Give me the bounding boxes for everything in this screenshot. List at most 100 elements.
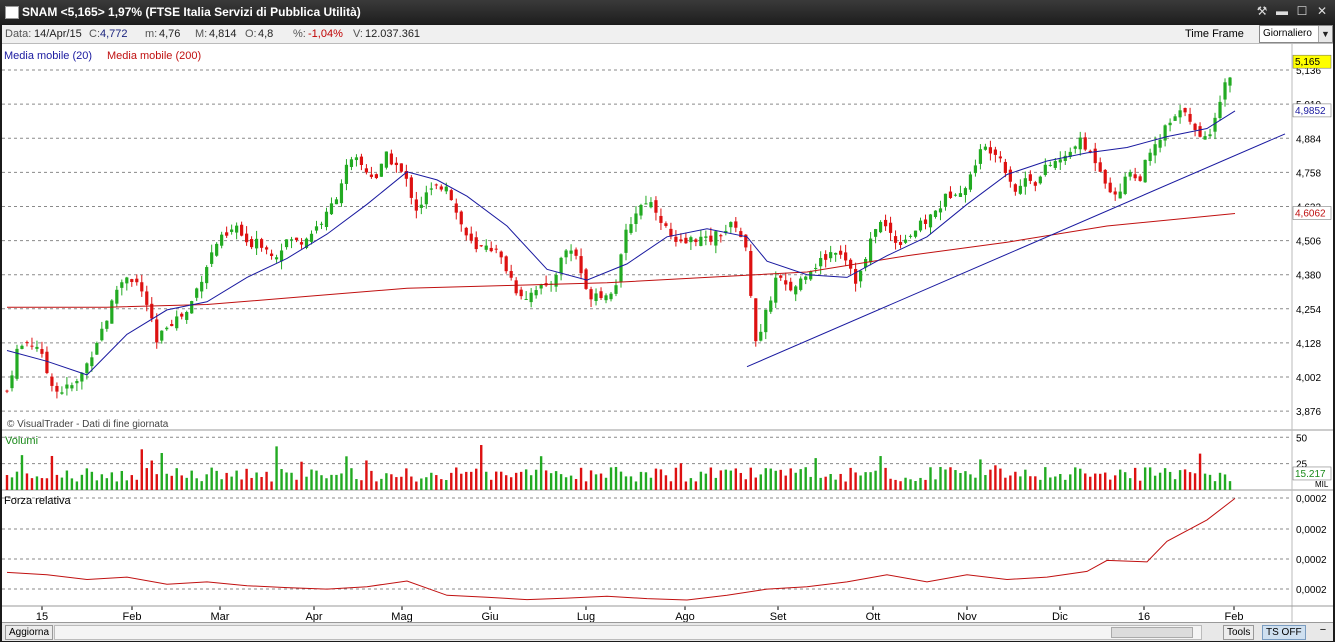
chart-area[interactable]: 5,1365,0104,8844,7584,6324,5064,3804,254… [2, 44, 1333, 623]
volume-bar [85, 468, 89, 490]
rs-tick-label: 0,0002 [1296, 494, 1327, 505]
candle-body [434, 184, 438, 186]
timeframe-select[interactable]: Giornaliero ▼ [1259, 25, 1333, 43]
candle-body [1208, 134, 1212, 137]
candle-body [1203, 136, 1207, 140]
x-tick-label: Ago [675, 611, 695, 622]
volume-bar [155, 474, 158, 490]
refresh-button[interactable]: Aggiorna [5, 625, 54, 640]
candle-body [734, 221, 738, 228]
candle-body [574, 249, 578, 256]
candle-body [619, 254, 623, 282]
volume-tick-label: 25 [1296, 460, 1308, 471]
candle-body [839, 250, 843, 255]
candle-body [1048, 164, 1052, 166]
ts-toggle-button[interactable]: TS OFF [1262, 625, 1306, 640]
volume-bar [539, 456, 543, 490]
volume-bar [774, 470, 777, 490]
price-tick-label: 3,876 [1296, 407, 1321, 418]
quote-info-bar: Data: 14/Apr/15 C: 4,772 m: 4,76 M: 4,81… [2, 25, 1333, 44]
candle-body [709, 235, 713, 242]
price-tick-label: 5,136 [1296, 66, 1321, 77]
volume-bar [280, 469, 283, 490]
volume-bar [120, 470, 124, 490]
price-tick-label: 4,884 [1296, 134, 1321, 145]
candle-body [699, 236, 703, 246]
close-icon[interactable]: ✕ [1316, 4, 1328, 18]
candle-body [564, 250, 568, 258]
candle-body [65, 384, 69, 389]
candle-body [15, 348, 19, 379]
volume-bar [619, 471, 623, 490]
candle-body [5, 390, 9, 392]
candle-body [60, 392, 64, 394]
volume-bar [185, 477, 188, 490]
volume-bar [754, 477, 757, 490]
volume-bar [385, 473, 388, 490]
volume-bar [574, 479, 578, 490]
volume-bar [140, 449, 143, 490]
volume-bar [330, 474, 333, 490]
volume-bar [425, 477, 428, 490]
open-value: 4,8 [258, 28, 274, 40]
volume-bar [959, 472, 962, 490]
candle-body [679, 239, 683, 242]
rs-tick-label: 0,0002 [1296, 585, 1327, 596]
candle-body [634, 213, 638, 225]
collapse-button[interactable]: − [1319, 624, 1327, 636]
tools-icon[interactable]: ⚒ [1256, 4, 1268, 18]
volume-bar [45, 478, 49, 490]
volume-bar [794, 472, 797, 490]
time-scrollbar[interactable] [54, 625, 1202, 640]
candle-body [344, 164, 349, 184]
legend-ma20: Media mobile (20) [4, 50, 92, 62]
candle-body [1003, 161, 1007, 173]
candle-body [674, 236, 678, 242]
candle-body [749, 250, 753, 296]
volume-bar [335, 474, 338, 490]
data-credit: © VisualTrader - Dati di fine giornata [7, 419, 169, 430]
maximize-icon[interactable]: ☐ [1296, 4, 1308, 18]
volume-bar [1099, 473, 1102, 490]
candle-body [459, 211, 463, 225]
candle-body [50, 376, 54, 386]
candle-body [230, 229, 234, 232]
minimize-icon[interactable]: ▬ [1276, 4, 1288, 18]
chevron-down-icon[interactable]: ▼ [1318, 26, 1332, 42]
candle-body [1118, 191, 1122, 199]
chart-svg[interactable]: 5,1365,0104,8844,7584,6324,5064,3804,254… [2, 44, 1333, 623]
candle-body [115, 289, 119, 304]
price-tick-label: 4,254 [1296, 305, 1321, 316]
volume-bar [230, 476, 233, 490]
volume-bar [569, 475, 573, 490]
volume-bar [1109, 479, 1112, 490]
volume-bar [5, 475, 9, 490]
candle-body [754, 298, 758, 342]
volume-bar [964, 471, 967, 490]
candle-body [274, 257, 279, 260]
candle-body [804, 276, 808, 280]
candle-body [799, 278, 803, 290]
volume-bar [764, 468, 767, 490]
volume-bar [1123, 472, 1127, 490]
volume-bar [460, 473, 463, 490]
candle-body [329, 203, 334, 215]
volume-bar [694, 481, 698, 490]
candle-body [998, 156, 1002, 159]
candle-body [225, 232, 229, 236]
candle-body [469, 233, 473, 241]
candle-body [923, 219, 928, 224]
volume-bar [719, 470, 723, 490]
volume-bar [669, 481, 673, 490]
volume-bar [170, 475, 173, 490]
volume-bar [654, 468, 658, 490]
volume-bar [65, 470, 69, 490]
tools-button[interactable]: Tools [1223, 625, 1255, 640]
volume-bar [350, 468, 353, 490]
candle-body [324, 211, 329, 227]
volume-bar [709, 467, 713, 490]
scrollbar-thumb[interactable] [1111, 627, 1193, 638]
volume-bar [275, 446, 278, 490]
volume-bar [360, 480, 363, 490]
volume-bar [1094, 473, 1097, 490]
